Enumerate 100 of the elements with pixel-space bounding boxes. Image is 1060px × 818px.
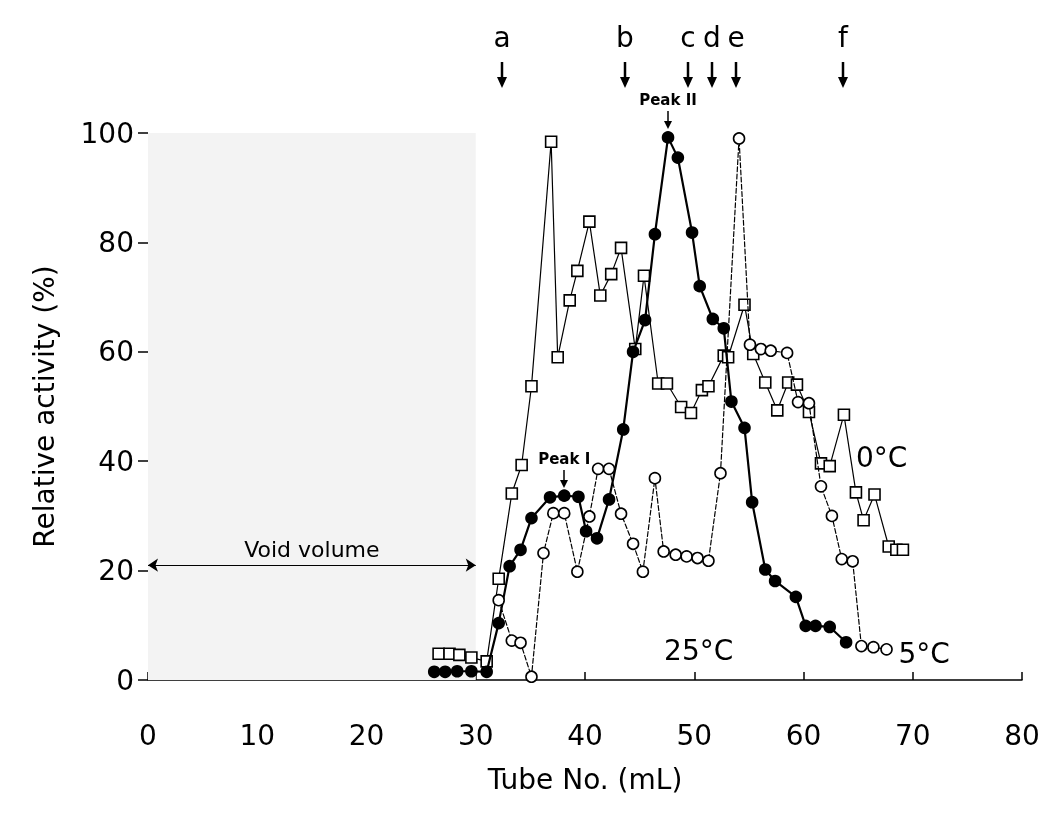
- point: [758, 376, 772, 389]
- point: [823, 620, 837, 634]
- point: [505, 487, 519, 500]
- text: c: [680, 21, 696, 54]
- point: [557, 506, 571, 520]
- point: [571, 264, 584, 278]
- point: [525, 670, 538, 684]
- point: [514, 543, 527, 557]
- point: [432, 647, 445, 661]
- text: 25°C: [664, 633, 734, 667]
- series-label: 5°C: [898, 636, 950, 670]
- point: [614, 507, 628, 521]
- point: [770, 404, 784, 417]
- point: [492, 616, 505, 630]
- point: [514, 636, 527, 650]
- x-tick-label: 70: [894, 718, 931, 752]
- x-tick-label: 40: [567, 718, 603, 752]
- point: [717, 321, 731, 335]
- annotation: Peak II: [638, 91, 698, 110]
- point: [837, 408, 851, 421]
- point: [492, 593, 505, 607]
- point: [706, 312, 720, 326]
- point: [551, 350, 564, 364]
- point: [693, 279, 707, 293]
- point: [671, 151, 685, 164]
- point: [669, 548, 682, 562]
- point: [572, 490, 585, 504]
- point: [685, 226, 699, 239]
- point: [684, 406, 698, 420]
- point: [825, 509, 839, 523]
- point: [480, 665, 493, 679]
- point: [768, 574, 782, 588]
- x-axis-title: Tube No. (mL): [486, 762, 683, 796]
- point: [661, 131, 675, 144]
- point: [660, 377, 674, 390]
- point: [591, 462, 605, 476]
- point: [702, 554, 715, 568]
- point: [835, 552, 849, 566]
- point: [791, 395, 805, 409]
- point: [547, 506, 560, 520]
- point: [616, 423, 630, 436]
- point: [745, 495, 759, 509]
- point: [593, 289, 607, 302]
- point: [465, 664, 478, 678]
- point: [427, 665, 441, 679]
- x-tick-label: 20: [348, 718, 385, 752]
- point: [453, 648, 466, 662]
- point: [515, 458, 528, 472]
- series-label: 0°C: [855, 441, 908, 475]
- point: [648, 471, 662, 485]
- point: [637, 269, 651, 283]
- point: [849, 486, 863, 499]
- point: [563, 294, 577, 307]
- point: [789, 590, 803, 604]
- point: [544, 135, 558, 149]
- point: [614, 241, 628, 255]
- point: [543, 491, 557, 504]
- point: [868, 488, 881, 501]
- point: [802, 396, 816, 410]
- point: [525, 379, 538, 393]
- point: [780, 346, 794, 360]
- text: f: [837, 21, 850, 54]
- point: [648, 227, 662, 241]
- point: [714, 466, 727, 480]
- point: [438, 665, 452, 679]
- point: [896, 543, 910, 557]
- point: [492, 572, 505, 586]
- text: b: [615, 21, 635, 54]
- point: [503, 559, 516, 573]
- point: [465, 651, 478, 664]
- point: [590, 532, 604, 545]
- x-tick-label: 50: [676, 718, 713, 752]
- point: [725, 395, 738, 408]
- x-tick-label: 60: [785, 718, 822, 752]
- y-tick-label: 0: [116, 663, 134, 697]
- point: [839, 635, 853, 649]
- point: [450, 664, 464, 678]
- x-tick-label: 80: [1004, 718, 1040, 752]
- point: [867, 640, 880, 654]
- point: [638, 313, 652, 327]
- point: [738, 421, 751, 435]
- point: [764, 344, 778, 357]
- point: [604, 267, 618, 281]
- point: [636, 565, 650, 578]
- y-tick-label: 80: [98, 225, 134, 259]
- point: [602, 493, 616, 506]
- point: [537, 546, 550, 560]
- annotation: Peak I: [537, 449, 592, 468]
- point: [583, 215, 596, 228]
- y-tick-label: 100: [80, 116, 134, 150]
- point: [758, 563, 772, 576]
- band-label: Void volume: [244, 536, 380, 562]
- point: [525, 511, 538, 525]
- point: [855, 639, 868, 653]
- point: [823, 459, 837, 473]
- y-tick-label: 60: [98, 335, 134, 369]
- point: [657, 545, 670, 558]
- point: [743, 338, 757, 351]
- y-tick-label: 40: [98, 444, 134, 478]
- y-tick-label: 20: [98, 554, 134, 588]
